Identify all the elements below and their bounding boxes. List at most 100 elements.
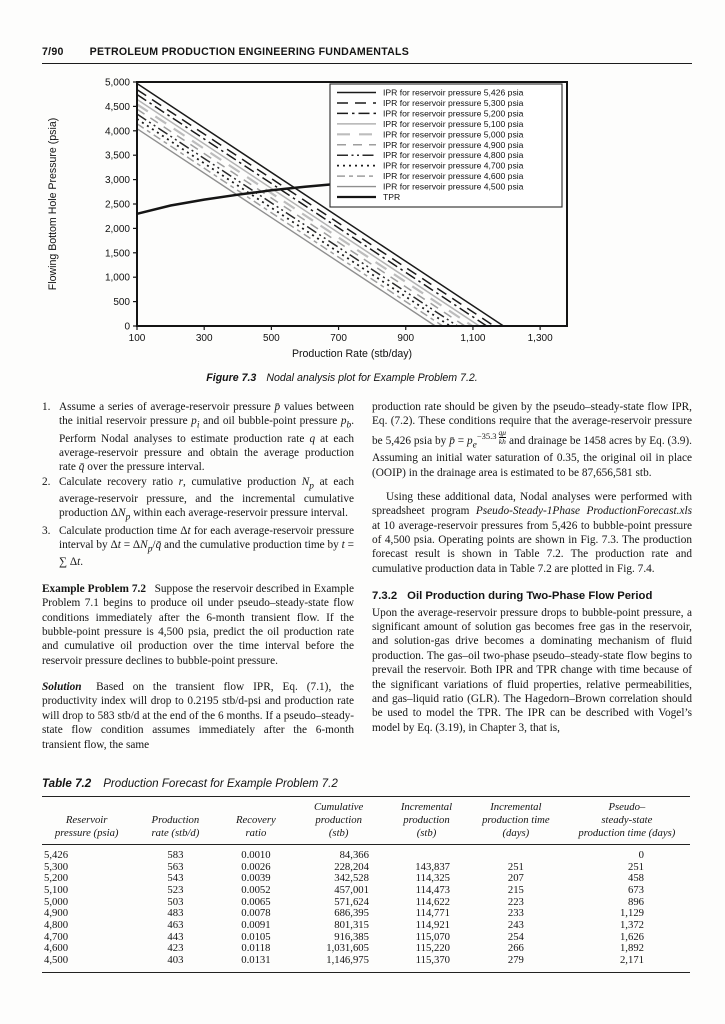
table-cell: 4,700 xyxy=(44,930,69,943)
column-header: Production rate (stb/d) xyxy=(131,796,220,845)
column-header: Reservoir pressure (psia) xyxy=(42,796,132,845)
table-cell: 571,624 xyxy=(334,895,369,908)
legend-label: IPR for reservoir pressure 4,900 psia xyxy=(383,140,524,150)
continuation-paragraph: production rate should be given by the p… xyxy=(372,401,693,479)
y-tick-label: 3,500 xyxy=(105,151,130,162)
legend-label: IPR for reservoir pressure 4,500 psia xyxy=(383,182,524,192)
table-cell: 5,426 xyxy=(44,848,69,861)
right-column: production rate should be given by the p… xyxy=(372,400,692,763)
table-block: Table 7.2 Production Forecast for Example… xyxy=(0,763,725,973)
table-cell: 0.0118 xyxy=(241,942,271,955)
text-columns: 1. Assume a series of average-reservoir … xyxy=(0,384,725,763)
table-row: 4,500 403 0.0131 1,146,975 115,370 279 2,171 xyxy=(42,954,690,972)
legend-label: IPR for reservoir pressure 5,300 psia xyxy=(383,98,524,108)
y-axis-label: Flowing Bottom Hole Pressure (psia) xyxy=(47,118,59,291)
table-cell xyxy=(385,844,468,861)
ipr-curve xyxy=(136,93,488,327)
table-cell: 801,315 xyxy=(334,919,369,932)
table-cell: 114,622 xyxy=(415,895,451,908)
list-item-number: 3. xyxy=(42,524,51,537)
page-number: 7/90 xyxy=(42,46,64,58)
table-cell: 583 xyxy=(167,848,184,861)
header-rule xyxy=(42,63,692,64)
table-cell: 143,837 xyxy=(415,860,451,873)
column-header: Cumulative production (stb) xyxy=(292,796,385,845)
y-tick-label: 4,000 xyxy=(105,126,130,137)
ipr-curve xyxy=(136,118,451,327)
table-cell: 342,528 xyxy=(334,872,369,885)
table-caption-text: Production Forecast for Example Problem … xyxy=(103,777,338,791)
list-item-number: 2. xyxy=(42,475,51,488)
table-cell: 403 xyxy=(167,954,184,967)
table-cell: 254 xyxy=(507,930,524,943)
table-cell: 207 xyxy=(507,872,524,885)
table-cell: 266 xyxy=(507,942,524,955)
figure-caption-text: Nodal analysis plot for Example Problem … xyxy=(266,372,478,384)
table-cell: 423 xyxy=(167,942,184,955)
table-cell: 1,129 xyxy=(619,907,644,920)
table-cell: 5,100 xyxy=(44,883,69,896)
ipr-curve xyxy=(136,123,444,327)
table-cell: 0.0105 xyxy=(241,930,271,943)
legend-label: TPR xyxy=(383,192,400,202)
legend-label: IPR for reservoir pressure 4,600 psia xyxy=(383,171,524,181)
table-cell: 0.0131 xyxy=(241,954,271,967)
table-row: 5,100 523 0.0052 457,001 114,473 215 673 xyxy=(42,883,690,897)
table-cell: 0.0052 xyxy=(241,883,271,896)
table-cell: 4,600 xyxy=(44,942,69,955)
table-cell: 0.0065 xyxy=(241,895,271,908)
table-cell: 0.0091 xyxy=(241,919,271,932)
table-cell: 1,626 xyxy=(619,930,644,943)
table-cell: 0.0078 xyxy=(241,907,271,920)
y-tick-label: 3,000 xyxy=(105,175,130,186)
ipr-curve xyxy=(136,108,466,327)
y-tick-label: 1,000 xyxy=(105,273,130,284)
ipr-curve xyxy=(136,103,473,327)
nodal-analysis-plot: IPR for reservoir pressure 5,426 psiaIPR… xyxy=(47,78,568,360)
table-row: 5,300 563 0.0026 228,204 143,837 251 251 xyxy=(42,860,690,874)
legend-label: IPR for reservoir pressure 5,200 psia xyxy=(383,108,524,118)
table-cell: 563 xyxy=(167,860,184,873)
table-row: 5,000 503 0.0065 571,624 114,622 223 896 xyxy=(42,895,690,909)
left-column: 1. Assume a series of average-reservoir … xyxy=(42,400,354,763)
column-header: Pseudo– steady-state production time (days… xyxy=(563,796,690,845)
ipr-curve xyxy=(136,98,480,327)
table-cell: 2,171 xyxy=(619,954,644,967)
table-cell: 1,146,975 xyxy=(326,954,369,967)
table-cell: 916,385 xyxy=(334,930,369,943)
y-tick-label: 5,000 xyxy=(105,78,130,89)
x-tick-label: 900 xyxy=(397,333,414,344)
section-heading-number: 7.3.2 xyxy=(372,590,398,603)
list-item: 1. Assume a series of average-reservoir … xyxy=(42,400,354,475)
forecast-table: Reservoir pressure (psia) Production rate (… xyxy=(42,796,690,973)
table-cell: 233 xyxy=(507,907,524,920)
y-tick-label: 1,500 xyxy=(105,248,130,259)
table-row: 5,200 543 0.0039 342,528 114,325 207 458 xyxy=(42,873,690,885)
table-cell: 0.0010 xyxy=(241,848,271,861)
table-cell: 1,031,605 xyxy=(326,942,369,955)
table-row: 4,600 423 0.0118 1,031,605 115,220 266 1,892 xyxy=(42,943,690,955)
x-tick-label: 300 xyxy=(196,333,213,344)
y-tick-label: 0 xyxy=(124,322,130,333)
table-cell: 1,892 xyxy=(619,942,644,955)
table-cell: 251 xyxy=(507,860,524,873)
x-tick-label: 1,300 xyxy=(528,333,553,344)
solution-paragraph: Solution Based on the transient flow IPR… xyxy=(42,681,355,751)
list-item: 3. Calculate production time Δt for each… xyxy=(42,524,354,570)
y-tick-label: 4,500 xyxy=(105,102,130,113)
table-cell: 4,800 xyxy=(44,919,69,932)
table-cell: 673 xyxy=(627,883,644,896)
y-tick-label: 2,500 xyxy=(105,200,130,211)
table-caption-label: Table 7.2 xyxy=(42,777,92,791)
y-tick-label: 2,000 xyxy=(105,224,130,235)
table-row: 4,900 483 0.0078 686,395 114,771 233 1,129 xyxy=(42,908,690,920)
legend-label: IPR for reservoir pressure 4,800 psia xyxy=(383,150,524,160)
column-header: Incremental production (stb) xyxy=(384,796,469,845)
list-item: 2. Calculate recovery ratio r, cumulativ… xyxy=(42,475,354,524)
table-cell: 115,370 xyxy=(415,954,451,967)
table-cell: 483 xyxy=(167,907,184,920)
table-cell: 523 xyxy=(167,883,184,896)
table-cell: 686,395 xyxy=(334,907,369,920)
table-cell: 543 xyxy=(167,872,184,885)
